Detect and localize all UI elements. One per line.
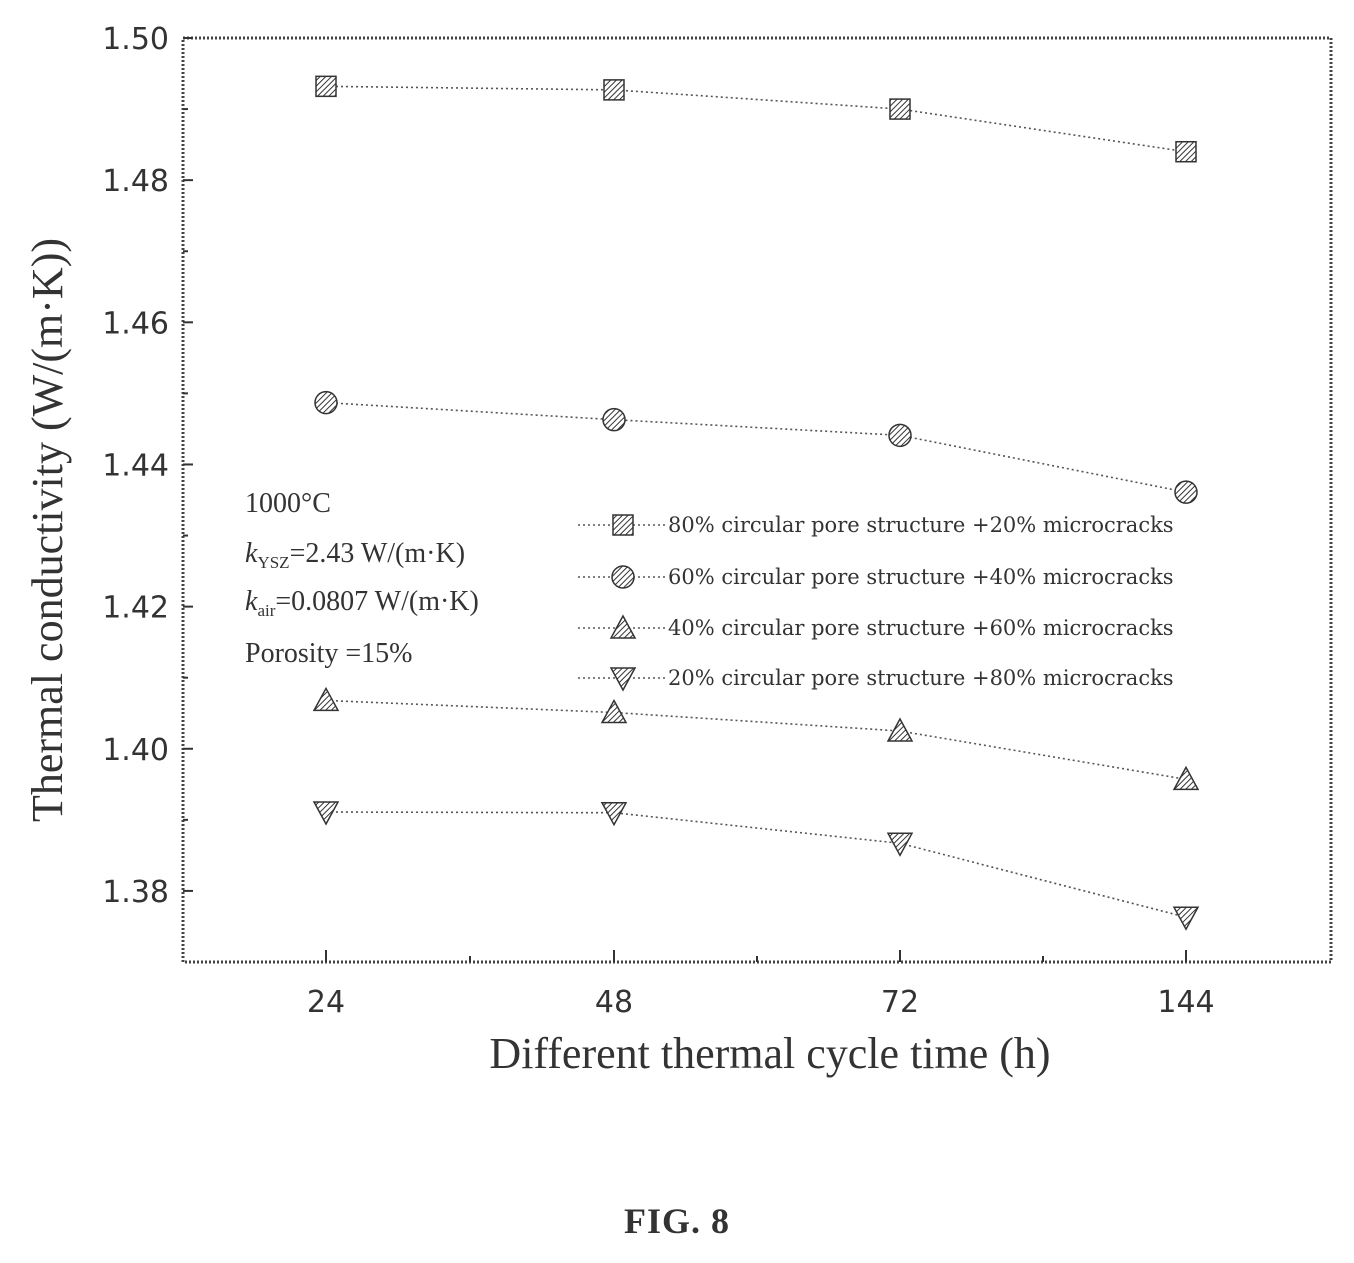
data-point [888, 423, 912, 448]
data-point [314, 390, 338, 415]
data-point [886, 717, 914, 742]
y-tick-label: 1.44 [102, 448, 169, 483]
y-tick-label: 1.46 [102, 306, 169, 341]
series-line [325, 401, 1187, 493]
y-tick-label: 1.42 [102, 591, 169, 626]
legend-label: 80% circular pore structure +20% microcr… [668, 513, 1174, 537]
data-point [889, 98, 911, 120]
annotation-ysz-conductivity: kYSZ=2.43 W/(m·K) [245, 538, 465, 572]
annotation-temperature: 1000°C [245, 488, 331, 519]
series-line [325, 699, 1187, 781]
series-line [325, 85, 1187, 153]
y-tick-label: 1.48 [102, 164, 169, 199]
series-layer [312, 75, 1200, 931]
annotation-ysz-subscript: YSZ [257, 553, 289, 572]
figure-caption: FIG. 8 [623, 1201, 730, 1241]
data-point [312, 801, 340, 826]
legend-label: 60% circular pore structure +40% microcr… [668, 565, 1174, 589]
x-axis-title: Different thermal cycle time (h) [489, 1029, 1050, 1078]
annotation-ysz-value: =2.43 W/(m·K) [290, 538, 465, 569]
y-axis-title: Thermal conductivity (W/(m·K)) [23, 238, 72, 822]
annotation-porosity: Porosity =15% [245, 638, 412, 669]
legend-marker [609, 667, 637, 692]
plot-frame [181, 36, 1333, 964]
data-point [1174, 480, 1198, 504]
annotation-k-symbol-2: k [245, 586, 258, 617]
data-point [1172, 906, 1200, 931]
legend-label: 20% circular pore structure +80% microcr… [668, 666, 1174, 690]
legend-entry-1: 80% circular pore structure +20% microcr… [578, 513, 1174, 537]
data-point [312, 686, 340, 712]
legend-marker [612, 514, 634, 536]
legend-label: 40% circular pore structure +60% microcr… [668, 616, 1174, 640]
y-tick-label: 1.38 [102, 875, 169, 910]
x-tick-label: 72 [881, 985, 919, 1020]
legend-marker [609, 614, 637, 639]
legend-entry-2: 60% circular pore structure +40% microcr… [578, 565, 1174, 589]
series-3 [312, 686, 1200, 791]
x-axis-ticks: 24 48 72 144 [307, 950, 1215, 1020]
data-point [886, 832, 914, 857]
annotation-air-subscript: air [257, 601, 275, 620]
data-point [603, 79, 625, 101]
y-axis-ticks: 1.38 1.40 1.42 1.44 1.46 1.48 1.50 [102, 22, 193, 910]
data-point [315, 75, 337, 98]
series-line [325, 811, 1187, 918]
legend-marker [611, 565, 635, 589]
series-2 [314, 390, 1198, 504]
y-tick-label: 1.50 [102, 22, 169, 57]
series-4 [312, 801, 1200, 931]
data-point [600, 698, 628, 724]
legend: 80% circular pore structure +20% microcr… [578, 513, 1174, 692]
annotation-air-conductivity: kair=0.0807 W/(m·K) [245, 586, 479, 620]
x-tick-label: 48 [595, 985, 633, 1020]
annotation-k-symbol: k [245, 538, 258, 569]
annotation-block: 1000°C kYSZ=2.43 W/(m·K) kair=0.0807 W/(… [245, 488, 479, 669]
legend-entry-4: 20% circular pore structure +80% microcr… [578, 666, 1174, 692]
data-point [602, 407, 626, 432]
x-tick-label: 24 [307, 985, 345, 1020]
data-point [600, 801, 628, 827]
legend-entry-3: 40% circular pore structure +60% microcr… [578, 614, 1174, 640]
x-tick-label: 144 [1157, 985, 1214, 1020]
series-1 [315, 75, 1197, 163]
data-point [1172, 765, 1200, 791]
annotation-air-value: =0.0807 W/(m·K) [275, 586, 478, 617]
data-point [1175, 140, 1197, 163]
y-tick-label: 1.40 [102, 733, 169, 768]
